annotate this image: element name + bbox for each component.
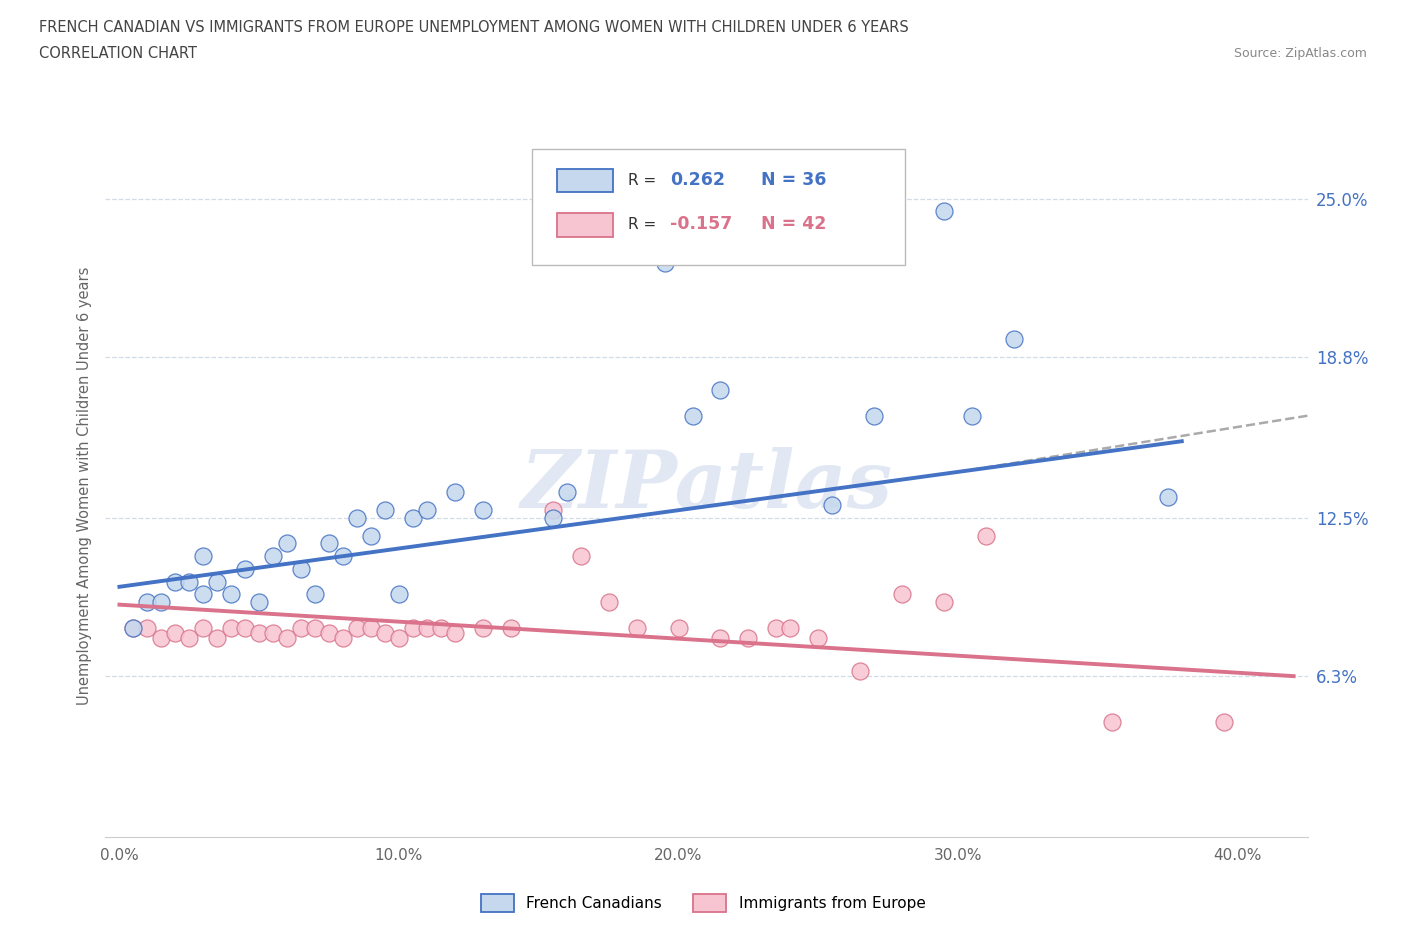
Text: R =: R = — [628, 173, 657, 188]
FancyBboxPatch shape — [557, 168, 613, 193]
Point — [569, 549, 592, 564]
Point — [262, 549, 284, 564]
Point — [402, 511, 425, 525]
Point — [207, 631, 229, 645]
Point — [318, 536, 340, 551]
Text: R =: R = — [628, 217, 657, 232]
Point — [136, 620, 159, 635]
Point — [541, 503, 564, 518]
Point — [974, 528, 997, 543]
Point — [863, 408, 886, 423]
Point — [934, 204, 956, 219]
Point — [233, 562, 256, 577]
Point — [179, 631, 201, 645]
Point — [960, 408, 983, 423]
Point — [388, 631, 411, 645]
Point — [136, 594, 159, 609]
Point — [219, 587, 242, 602]
Point — [207, 574, 229, 589]
Point — [193, 620, 215, 635]
Point — [318, 625, 340, 640]
Text: Source: ZipAtlas.com: Source: ZipAtlas.com — [1233, 46, 1367, 60]
Point — [247, 594, 270, 609]
Point — [290, 562, 312, 577]
Point — [1212, 714, 1234, 729]
Point — [709, 631, 731, 645]
Point — [430, 620, 453, 635]
Point — [821, 498, 844, 512]
Point — [807, 631, 830, 645]
Point — [444, 485, 467, 499]
Point — [416, 620, 439, 635]
Point — [276, 631, 298, 645]
Legend: French Canadians, Immigrants from Europe: French Canadians, Immigrants from Europe — [474, 888, 932, 918]
Point — [709, 383, 731, 398]
Point — [332, 549, 354, 564]
Text: FRENCH CANADIAN VS IMMIGRANTS FROM EUROPE UNEMPLOYMENT AMONG WOMEN WITH CHILDREN: FRENCH CANADIAN VS IMMIGRANTS FROM EUROP… — [39, 20, 910, 35]
Point — [122, 620, 145, 635]
Point — [388, 587, 411, 602]
Point — [122, 620, 145, 635]
Point — [416, 503, 439, 518]
Point — [737, 631, 759, 645]
Point — [891, 587, 914, 602]
Point — [193, 587, 215, 602]
Point — [150, 594, 173, 609]
Point — [262, 625, 284, 640]
Point — [276, 536, 298, 551]
Point — [765, 620, 787, 635]
Point — [233, 620, 256, 635]
Point — [1157, 490, 1180, 505]
Text: N = 42: N = 42 — [761, 215, 825, 233]
Point — [668, 620, 690, 635]
Point — [360, 528, 382, 543]
Point — [402, 620, 425, 635]
Point — [1101, 714, 1123, 729]
Point — [849, 664, 872, 679]
Point — [555, 485, 578, 499]
Point — [471, 620, 494, 635]
Text: CORRELATION CHART: CORRELATION CHART — [39, 46, 197, 61]
Point — [179, 574, 201, 589]
Point — [332, 631, 354, 645]
Point — [219, 620, 242, 635]
Point — [165, 574, 187, 589]
FancyBboxPatch shape — [533, 149, 905, 265]
Y-axis label: Unemployment Among Women with Children Under 6 years: Unemployment Among Women with Children U… — [76, 267, 91, 705]
Point — [471, 503, 494, 518]
Point — [290, 620, 312, 635]
Point — [304, 587, 326, 602]
Point — [598, 594, 620, 609]
Text: N = 36: N = 36 — [761, 171, 825, 190]
Point — [346, 511, 368, 525]
Point — [1002, 332, 1025, 347]
Point — [374, 503, 396, 518]
Point — [193, 549, 215, 564]
Text: -0.157: -0.157 — [671, 215, 733, 233]
Point — [934, 594, 956, 609]
Point — [165, 625, 187, 640]
Point — [654, 255, 676, 270]
FancyBboxPatch shape — [557, 213, 613, 236]
Point — [444, 625, 467, 640]
Point — [150, 631, 173, 645]
Text: 0.262: 0.262 — [671, 171, 725, 190]
Point — [779, 620, 801, 635]
Point — [346, 620, 368, 635]
Point — [541, 511, 564, 525]
Point — [626, 620, 648, 635]
Point — [247, 625, 270, 640]
Text: ZIPatlas: ZIPatlas — [520, 447, 893, 525]
Point — [682, 408, 704, 423]
Point — [374, 625, 396, 640]
Point — [304, 620, 326, 635]
Point — [499, 620, 522, 635]
Point — [360, 620, 382, 635]
